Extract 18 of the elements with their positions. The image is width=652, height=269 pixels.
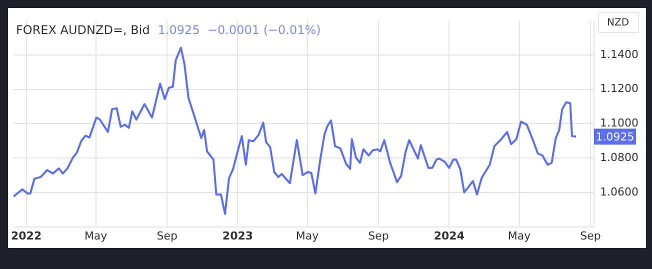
x-tick-label: 2022 [10,229,42,242]
y-tick-label: 1.0800 [600,150,638,164]
x-tick-label: Sep [156,229,178,242]
x-tick-label: Sep [580,229,601,242]
y-tick-label: 1.1200 [600,82,638,96]
annotation: 1.0925 [596,130,634,144]
x-tick-label: Sep [368,229,389,242]
y-axis-title: NZD [606,18,630,29]
y-tick-label: 1.1400 [600,48,638,61]
chart-title: FOREX AUDNZD=, Bid [16,23,150,38]
x-tick-label: 2023 [222,229,254,242]
chart-subtitle: 1.0925 −0.0001 (−0.01%) [158,23,321,38]
x-tick-label: May [296,229,320,242]
x-tick-label: May [508,229,532,242]
y-tick-label: 1.1000 [600,116,638,130]
x-tick-label: 2024 [434,229,465,242]
x-tick-label: May [84,229,108,242]
y-tick-label: 1.0600 [600,185,638,198]
